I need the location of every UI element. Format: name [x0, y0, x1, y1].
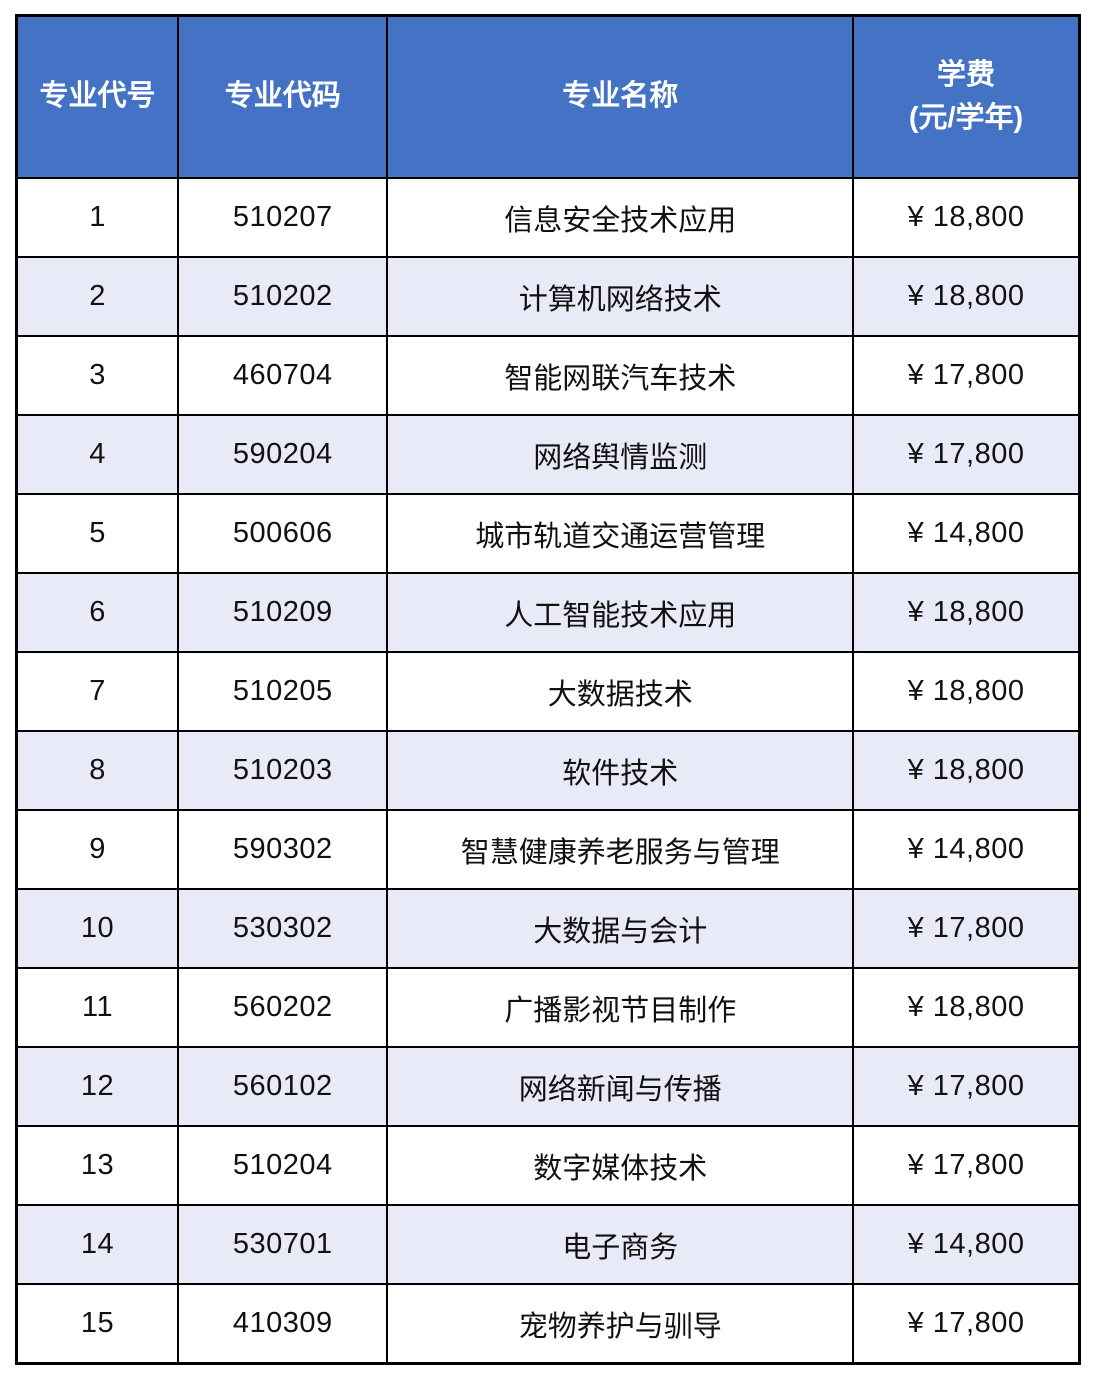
cell-major-name: 智能网联汽车技术: [386, 335, 855, 416]
cell-major-name: 软件技术: [386, 730, 855, 811]
cell-major-no: 2: [15, 256, 180, 337]
cell-major-name: 广播影视节目制作: [386, 967, 855, 1048]
cell-tuition: ¥ 17,800: [852, 1046, 1081, 1127]
cell-major-name: 计算机网络技术: [386, 256, 855, 337]
cell-major-name: 数字媒体技术: [386, 1125, 855, 1206]
table-row: 15 410309 宠物养护与驯导 ¥ 17,800: [15, 1283, 1081, 1365]
cell-major-no: 8: [15, 730, 180, 811]
table-row: 11 560202 广播影视节目制作 ¥ 18,800: [15, 967, 1081, 1048]
tuition-table: 专业代号 专业代码 专业名称 学费 (元/学年) 1 510207 信息安全技术…: [15, 14, 1081, 1365]
table-row: 2 510202 计算机网络技术 ¥ 18,800: [15, 256, 1081, 337]
column-header-major-name: 专业名称: [386, 14, 855, 179]
cell-major-name: 城市轨道交通运营管理: [386, 493, 855, 574]
cell-major-name: 电子商务: [386, 1204, 855, 1285]
cell-major-no: 3: [15, 335, 180, 416]
table-row: 5 500606 城市轨道交通运营管理 ¥ 14,800: [15, 493, 1081, 574]
cell-major-name: 网络舆情监测: [386, 414, 855, 495]
tuition-header-unit: (元/学年): [908, 102, 1024, 134]
cell-major-code: 560102: [177, 1046, 389, 1127]
cell-major-name: 信息安全技术应用: [386, 177, 855, 258]
table-row: 3 460704 智能网联汽车技术 ¥ 17,800: [15, 335, 1081, 416]
table-row: 12 560102 网络新闻与传播 ¥ 17,800: [15, 1046, 1081, 1127]
table-header: 专业代号 专业代码 专业名称 学费 (元/学年): [15, 14, 1081, 179]
cell-tuition: ¥ 14,800: [852, 809, 1081, 890]
table-row: 9 590302 智慧健康养老服务与管理 ¥ 14,800: [15, 809, 1081, 890]
cell-major-no: 1: [15, 177, 180, 258]
column-header-major-no: 专业代号: [15, 14, 180, 179]
cell-major-name: 智慧健康养老服务与管理: [386, 809, 855, 890]
cell-major-no: 6: [15, 572, 180, 653]
cell-major-no: 11: [15, 967, 180, 1048]
cell-tuition: ¥ 18,800: [852, 651, 1081, 732]
cell-major-code: 460704: [177, 335, 389, 416]
cell-major-code: 590204: [177, 414, 389, 495]
tuition-header-label: 学费: [937, 58, 996, 91]
cell-major-code: 510203: [177, 730, 389, 811]
cell-major-code: 560202: [177, 967, 389, 1048]
table-row: 1 510207 信息安全技术应用 ¥ 18,800: [15, 177, 1081, 258]
cell-major-code: 500606: [177, 493, 389, 574]
cell-major-no: 14: [15, 1204, 180, 1285]
table-row: 6 510209 人工智能技术应用 ¥ 18,800: [15, 572, 1081, 653]
cell-major-code: 510204: [177, 1125, 389, 1206]
cell-major-code: 510205: [177, 651, 389, 732]
column-header-major-code: 专业代码: [177, 14, 389, 179]
cell-major-code: 530701: [177, 1204, 389, 1285]
cell-major-name: 网络新闻与传播: [386, 1046, 855, 1127]
cell-major-no: 13: [15, 1125, 180, 1206]
table-row: 13 510204 数字媒体技术 ¥ 17,800: [15, 1125, 1081, 1206]
cell-tuition: ¥ 18,800: [852, 967, 1081, 1048]
cell-tuition: ¥ 14,800: [852, 1204, 1081, 1285]
cell-tuition: ¥ 17,800: [852, 414, 1081, 495]
cell-tuition: ¥ 18,800: [852, 572, 1081, 653]
cell-tuition: ¥ 17,800: [852, 1125, 1081, 1206]
cell-major-name: 大数据技术: [386, 651, 855, 732]
cell-tuition: ¥ 18,800: [852, 730, 1081, 811]
table-row: 7 510205 大数据技术 ¥ 18,800: [15, 651, 1081, 732]
cell-major-name: 人工智能技术应用: [386, 572, 855, 653]
cell-tuition: ¥ 17,800: [852, 888, 1081, 969]
table-row: 10 530302 大数据与会计 ¥ 17,800: [15, 888, 1081, 969]
cell-major-code: 410309: [177, 1283, 389, 1365]
table-row: 8 510203 软件技术 ¥ 18,800: [15, 730, 1081, 811]
column-header-tuition: 学费 (元/学年): [852, 14, 1081, 179]
cell-tuition: ¥ 14,800: [852, 493, 1081, 574]
cell-major-code: 590302: [177, 809, 389, 890]
cell-major-no: 4: [15, 414, 180, 495]
cell-tuition: ¥ 17,800: [852, 1283, 1081, 1365]
cell-major-no: 5: [15, 493, 180, 574]
cell-major-name: 宠物养护与驯导: [386, 1283, 855, 1365]
cell-major-no: 15: [15, 1283, 180, 1365]
cell-major-code: 510207: [177, 177, 389, 258]
cell-major-no: 10: [15, 888, 180, 969]
cell-major-code: 510202: [177, 256, 389, 337]
cell-major-code: 530302: [177, 888, 389, 969]
cell-tuition: ¥ 17,800: [852, 335, 1081, 416]
table-body: 1 510207 信息安全技术应用 ¥ 18,800 2 510202 计算机网…: [15, 177, 1081, 1365]
cell-tuition: ¥ 18,800: [852, 177, 1081, 258]
header-row: 专业代号 专业代码 专业名称 学费 (元/学年): [15, 14, 1081, 179]
cell-tuition: ¥ 18,800: [852, 256, 1081, 337]
table-row: 14 530701 电子商务 ¥ 14,800: [15, 1204, 1081, 1285]
cell-major-code: 510209: [177, 572, 389, 653]
cell-major-no: 9: [15, 809, 180, 890]
table-row: 4 590204 网络舆情监测 ¥ 17,800: [15, 414, 1081, 495]
cell-major-no: 7: [15, 651, 180, 732]
cell-major-no: 12: [15, 1046, 180, 1127]
cell-major-name: 大数据与会计: [386, 888, 855, 969]
